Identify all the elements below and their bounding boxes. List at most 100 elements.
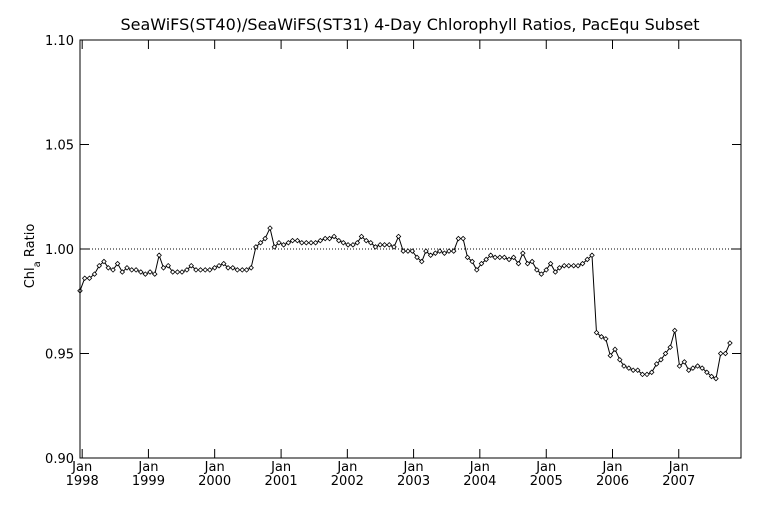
data-point <box>400 248 407 254</box>
data-point <box>648 369 655 376</box>
data-point <box>271 244 278 250</box>
data-point <box>667 344 673 350</box>
data-point <box>381 242 388 248</box>
data-point <box>280 242 287 248</box>
data-point <box>409 248 416 254</box>
data-point <box>156 252 162 259</box>
data-point <box>345 242 351 248</box>
y-tick-label: 1.10 <box>45 34 74 49</box>
data-point <box>492 254 498 261</box>
axis-tick-labels: 0.900.951.001.051.10Jan1998Jan1999Jan200… <box>45 34 695 489</box>
data-point <box>267 225 273 231</box>
data-point <box>395 233 402 240</box>
data-point <box>285 239 292 246</box>
data-point <box>110 267 116 273</box>
data-point <box>405 248 411 254</box>
data-point <box>446 248 452 254</box>
data-point <box>160 265 167 271</box>
data-point <box>593 329 600 336</box>
data-point <box>699 365 705 371</box>
data-point <box>469 258 475 265</box>
data-point <box>473 267 480 273</box>
data-point <box>694 363 701 369</box>
data-point <box>603 336 609 342</box>
y-tick-label: 1.00 <box>45 243 74 258</box>
data-series <box>77 225 733 382</box>
data-point <box>119 269 126 275</box>
data-point <box>220 260 227 267</box>
data-point <box>616 357 623 363</box>
data-point <box>133 267 139 273</box>
data-point <box>248 265 254 271</box>
data-point <box>565 262 572 269</box>
data-point <box>363 237 369 244</box>
data-point <box>607 352 614 359</box>
data-point <box>86 275 93 282</box>
data-point <box>138 269 144 275</box>
data-point <box>418 258 425 265</box>
data-point <box>276 239 282 246</box>
data-point <box>515 260 522 267</box>
data-point <box>644 371 650 378</box>
data-point <box>234 267 241 273</box>
data-point <box>427 252 434 259</box>
data-point <box>579 260 586 267</box>
data-point <box>165 262 171 269</box>
data-point <box>142 271 149 277</box>
data-point <box>188 262 195 269</box>
data-point <box>358 233 365 240</box>
data-point <box>243 267 250 273</box>
data-point <box>230 265 236 271</box>
data-point <box>207 267 213 273</box>
data-point <box>423 248 429 254</box>
data-point <box>91 271 98 277</box>
x-tick-label-month: Jan <box>336 460 357 475</box>
svg-text:Chla Ratio: Chla Ratio <box>23 224 43 289</box>
data-point <box>653 361 660 367</box>
data-point <box>501 254 508 261</box>
data-point <box>455 235 462 242</box>
y-axis-label-subscript: a <box>32 261 43 267</box>
data-point <box>685 367 692 373</box>
data-point <box>101 258 107 265</box>
data-point <box>671 327 678 334</box>
data-point <box>414 254 420 261</box>
data-point <box>639 371 646 378</box>
data-point <box>432 250 439 256</box>
data-point <box>529 258 535 265</box>
data-point <box>717 350 724 357</box>
data-point <box>584 256 591 263</box>
data-point <box>534 267 540 273</box>
data-point <box>626 365 632 371</box>
data-point <box>303 239 310 246</box>
data-point <box>372 244 379 250</box>
data-point <box>658 357 664 363</box>
data-point <box>340 239 347 246</box>
y-tick-label: 0.95 <box>45 348 74 363</box>
data-point <box>727 340 733 346</box>
data-point <box>336 237 342 244</box>
data-point <box>681 359 688 365</box>
data-point <box>575 262 581 269</box>
data-point <box>169 269 176 275</box>
data-point <box>464 254 471 261</box>
x-tick-label-year: 2001 <box>265 474 298 489</box>
data-point <box>124 265 130 271</box>
plot-frame <box>79 39 742 459</box>
data-point <box>377 242 383 248</box>
y-axis-label-main: Chl <box>23 267 38 288</box>
data-point <box>331 233 337 240</box>
data-point <box>225 265 231 271</box>
data-point <box>520 250 526 256</box>
data-point <box>317 237 324 244</box>
data-point <box>704 369 710 376</box>
y-tick-label: 0.90 <box>45 452 74 467</box>
data-point <box>478 260 485 267</box>
data-point <box>506 256 512 263</box>
data-point <box>81 275 88 282</box>
y-tick-label: 1.05 <box>45 139 74 154</box>
data-point <box>634 367 641 373</box>
data-point <box>543 267 550 273</box>
data-point <box>114 260 121 267</box>
x-tick-label-year: 2006 <box>596 474 629 489</box>
